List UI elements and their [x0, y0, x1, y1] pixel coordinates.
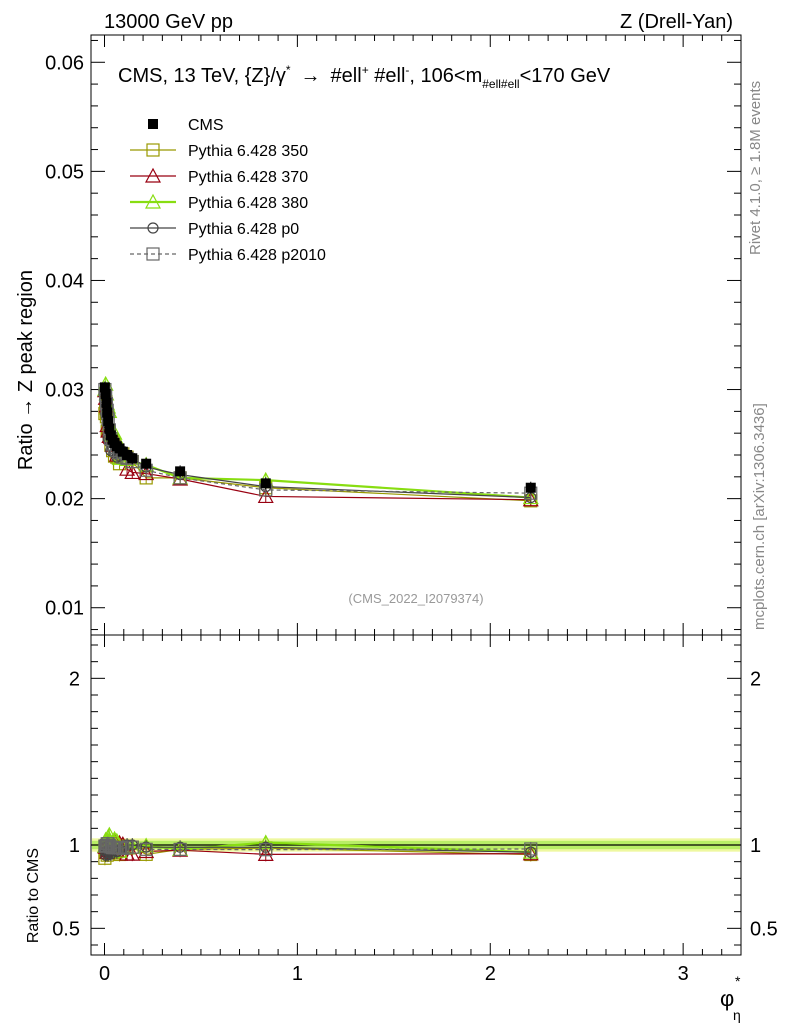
ratio-y-tick-label-right: 0.5	[750, 918, 778, 940]
legend-label: CMS	[188, 117, 224, 134]
legend-label: Pythia 6.428 380	[188, 195, 308, 212]
legend-marker	[148, 119, 158, 129]
ratio-y-tick-label: 0.5	[52, 918, 80, 940]
title-part-e: <170 GeV	[520, 65, 611, 87]
series-main-4	[99, 386, 537, 504]
data-point	[101, 397, 112, 408]
ratio-point	[522, 845, 539, 861]
series-main-1	[98, 401, 538, 508]
ratio-point	[102, 839, 116, 853]
x-axis-label-sup: *	[735, 973, 741, 989]
data-point	[127, 453, 138, 464]
y-tick-label: 0.03	[45, 380, 84, 402]
series-line	[104, 392, 531, 499]
ratio-point	[112, 841, 127, 855]
axis-ticks: 0 1 2 3 0.01 0.02 0.03 0.04 0.05 0.06 0.5 1 2 0.5 1 2	[45, 35, 778, 985]
ratio-point	[524, 842, 538, 856]
x-tick-label: 1	[292, 963, 303, 985]
title-sub-ll: #ell#ell	[482, 77, 519, 91]
header-left: 13000 GeV pp	[104, 11, 233, 33]
ratio-point	[116, 841, 130, 856]
series-ratio-5	[98, 836, 538, 857]
title-part-d: , 106<m	[409, 65, 482, 87]
ratio-frame	[90, 634, 742, 956]
title-sup-star: *	[286, 63, 291, 77]
data-point	[100, 388, 111, 399]
y-tick-label: 0.06	[45, 52, 84, 74]
series-main-3	[96, 375, 539, 505]
data-point	[124, 464, 141, 480]
data-point	[138, 465, 155, 481]
series-main-2	[96, 382, 539, 507]
data-point	[122, 450, 133, 460]
data-point	[260, 478, 271, 489]
analysis-id-watermark: (CMS_2022_I2079374)	[348, 591, 483, 606]
x-axis-label-sub: η	[733, 1007, 741, 1023]
ratio-y-tick-label: 1	[69, 835, 80, 857]
title-part-c: #ell	[369, 65, 406, 87]
legend-label: Pythia 6.428 p2010	[188, 247, 326, 264]
ratio-point	[259, 843, 273, 857]
legend-label: Pythia 6.428 p0	[188, 221, 299, 238]
main-y-axis-label: Ratio → Z peak region	[15, 270, 37, 470]
ratio-y-axis-label: Ratio to CMS	[25, 848, 42, 943]
legend-marker	[144, 167, 162, 183]
ratio-point	[139, 842, 153, 856]
data-series	[96, 375, 539, 866]
x-tick-label: 2	[485, 963, 496, 985]
ratio-point	[125, 840, 139, 854]
title-part-a: CMS, 13 TeV, {Z}/γ	[118, 65, 286, 87]
y-tick-label: 0.02	[45, 489, 84, 511]
x-tick-label: 3	[678, 963, 689, 985]
data-point	[175, 466, 186, 477]
chart-title: CMS, 13 TeV, {Z}/γ* → #ell+ #ell-, 106<m#e…	[118, 63, 611, 91]
series-line	[104, 408, 531, 502]
data-point	[103, 416, 114, 427]
x-tick-label: 0	[99, 963, 110, 985]
data-point	[102, 407, 113, 418]
mcplots-label: mcplots.cern.ch [arXiv:1306.3436]	[751, 403, 768, 630]
rivet-label: Rivet 4.1.0, ≥ 1.8M events	[747, 81, 764, 255]
x-axis-label: φ * η	[720, 973, 741, 1023]
title-arrow: →	[301, 65, 321, 87]
title-part-b: #ell	[331, 65, 362, 87]
legend-marker	[147, 222, 159, 234]
title-sup-minus: -	[405, 63, 409, 77]
y-tick-label: 0.01	[45, 598, 84, 620]
data-point	[525, 482, 536, 493]
legend-marker	[144, 193, 162, 209]
data-point	[141, 458, 152, 469]
y-tick-label: 0.05	[45, 161, 84, 183]
x-axis-label-main: φ	[720, 986, 734, 1011]
ratio-y-tick-label-right: 2	[750, 668, 761, 690]
y-tick-label: 0.04	[45, 270, 84, 292]
ratio-y-tick-label-right: 1	[750, 835, 761, 857]
header-right: Z (Drell-Yan)	[620, 11, 733, 33]
series-main-5	[98, 382, 538, 500]
legend-label: Pythia 6.428 370	[188, 169, 308, 186]
data-point	[99, 382, 110, 393]
legend-marker	[146, 143, 160, 157]
ratio-y-tick-label: 2	[69, 668, 80, 690]
title-sup-plus: +	[362, 63, 369, 77]
series-main-0	[99, 381, 536, 494]
data-point	[104, 423, 115, 434]
series-line	[103, 383, 531, 499]
ratio-point	[257, 846, 274, 861]
ratio-point	[173, 842, 187, 857]
legend-marker	[146, 247, 160, 261]
legend-label: Pythia 6.428 350	[188, 143, 308, 160]
legend: CMS Pythia 6.428 350 Pythia 6.428 370 Pythi…	[130, 117, 326, 264]
